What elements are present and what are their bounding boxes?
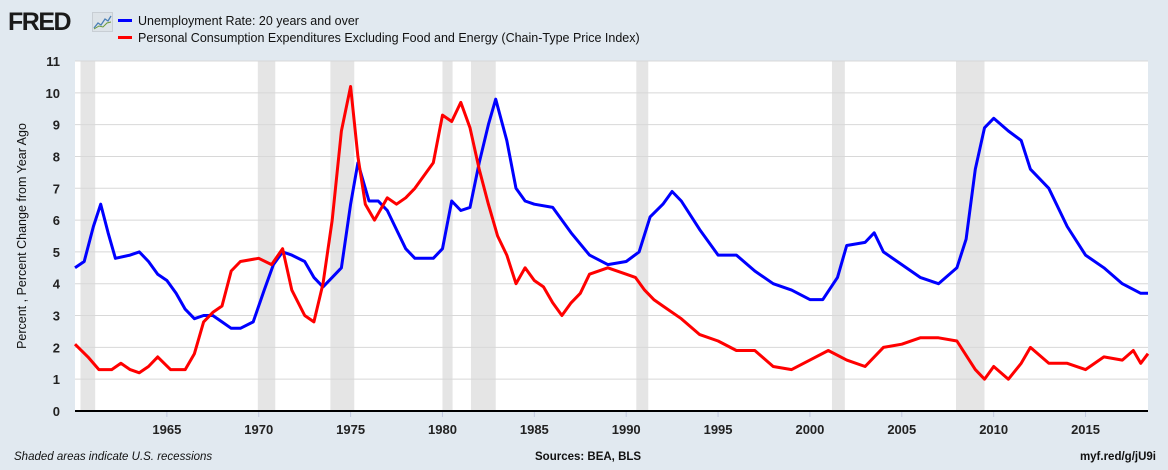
recession-band <box>80 61 96 411</box>
x-tick-label: 1985 <box>520 422 549 437</box>
y-tick-label: 4 <box>53 277 61 292</box>
legend-swatch <box>118 19 132 22</box>
short-link[interactable]: myf.red/g/jU9i <box>1079 451 1156 463</box>
x-tick-label: 1970 <box>244 422 273 437</box>
fred-logo[interactable]: FRED <box>8 8 72 36</box>
y-tick-label: 0 <box>53 404 60 419</box>
x-tick-label: 1980 <box>428 422 457 437</box>
legend-item-pce[interactable]: Personal Consumption Expenditures Exclud… <box>118 29 640 46</box>
y-tick-label: 10 <box>46 86 60 101</box>
recession-band <box>442 61 453 411</box>
y-tick-label: 11 <box>46 54 60 69</box>
x-tick-label: 2015 <box>1071 422 1100 437</box>
y-tick-label: 7 <box>53 181 60 196</box>
legend-label: Unemployment Rate: 20 years and over <box>138 13 359 28</box>
legend-item-unemployment[interactable]: Unemployment Rate: 20 years and over <box>118 12 640 29</box>
x-tick-label: 2005 <box>887 422 916 437</box>
y-tick-label: 2 <box>53 340 60 355</box>
y-tick-label: 1 <box>53 372 60 387</box>
x-tick-label: 1965 <box>152 422 181 437</box>
recession-band <box>257 61 276 411</box>
recession-band <box>470 61 496 411</box>
fred-graph-icon <box>92 12 113 32</box>
x-tick-label: 1975 <box>336 422 365 437</box>
recession-band <box>955 61 985 411</box>
recession-note: Shaded areas indicate U.S. recessions <box>14 451 213 463</box>
y-tick-label: 9 <box>53 118 60 133</box>
y-tick-label: 5 <box>53 245 60 260</box>
y-tick-label: 8 <box>53 149 60 164</box>
recession-band <box>330 61 355 411</box>
plot-area <box>75 61 1148 411</box>
x-tick-label: 2000 <box>795 422 824 437</box>
legend-label: Personal Consumption Expenditures Exclud… <box>138 30 640 45</box>
legend-swatch <box>118 36 132 39</box>
recession-band <box>636 61 649 411</box>
x-tick-label: 1995 <box>704 422 733 437</box>
x-tick-label: 2010 <box>979 422 1008 437</box>
y-axis-label: Percent , Percent Change from Year Ago <box>15 123 29 349</box>
recession-band <box>831 61 845 411</box>
y-tick-label: 3 <box>53 309 60 324</box>
sources: Sources: BEA, BLS <box>535 451 642 463</box>
unemployment-line <box>74 97 1148 330</box>
x-tick-label: 1990 <box>612 422 641 437</box>
y-tick-label: 6 <box>53 213 60 228</box>
pce-line <box>73 85 1150 381</box>
legend: Unemployment Rate: 20 years and over Per… <box>118 12 640 46</box>
